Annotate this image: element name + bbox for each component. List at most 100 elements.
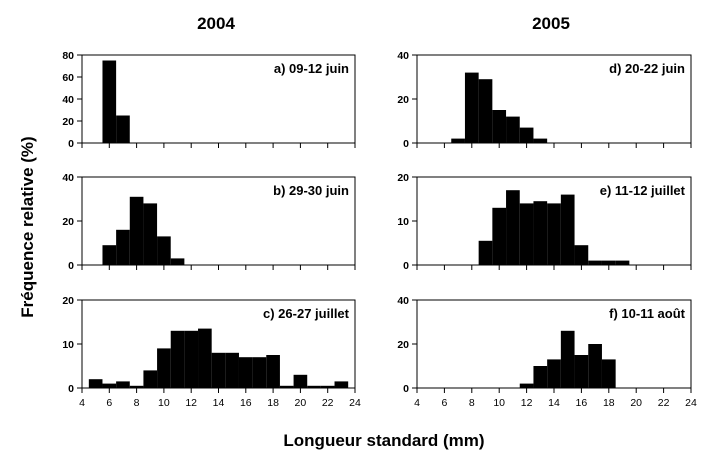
x-tick-label: 20 (295, 397, 307, 409)
histogram-bar (157, 236, 171, 265)
x-tick-label: 8 (134, 397, 140, 409)
y-tick-label: 20 (62, 216, 74, 228)
panel-5: 0 10 20 4 6 8 10 12 14 16 18 20 22 24 c) 26-27 juillet (62, 295, 361, 409)
y-tick-label: 10 (62, 339, 74, 351)
column-title-2004: 2004 (197, 14, 235, 33)
histogram-bar (588, 344, 602, 388)
x-axis-title: Longueur standard (mm) (283, 431, 484, 450)
panel-label: e) 11-12 juillet (600, 183, 686, 198)
y-tick-label: 20 (397, 172, 409, 184)
histogram-bar (320, 385, 335, 388)
histogram-bar (492, 207, 507, 265)
histogram-bar (533, 138, 548, 143)
y-tick-label: 80 (62, 50, 74, 62)
histogram-bar (129, 385, 144, 388)
histogram-bar (225, 352, 239, 388)
histogram-bar (451, 138, 465, 143)
x-tick-label: 24 (685, 397, 697, 409)
x-tick-label: 4 (414, 397, 420, 409)
histogram-bar (252, 357, 267, 388)
histogram-bar (307, 385, 321, 388)
histogram-bar (102, 60, 117, 143)
y-tick-label: 0 (403, 383, 409, 395)
histogram-bar (157, 348, 171, 388)
histogram-bar (170, 330, 185, 388)
x-tick-label: 22 (322, 397, 334, 409)
x-tick-label: 16 (240, 397, 252, 409)
x-tick-label: 10 (158, 397, 170, 409)
x-tick-label: 14 (548, 397, 560, 409)
y-tick-label: 40 (397, 295, 409, 307)
panel-6: 0 20 40 4 6 8 10 12 14 16 18 20 22 24 f) 10-11 août (397, 295, 697, 409)
histogram-bar (198, 328, 212, 388)
histogram-bar (238, 357, 253, 388)
y-tick-label: 0 (403, 260, 409, 272)
column-title-2005: 2005 (532, 14, 570, 33)
histogram-bar (615, 260, 630, 265)
histogram-bar (601, 260, 616, 265)
panel-label: c) 26-27 juillet (263, 306, 350, 321)
y-tick-label: 40 (397, 50, 409, 62)
x-tick-label: 18 (603, 397, 615, 409)
panel-label: d) 20-22 juin (609, 61, 685, 76)
histogram-bar (574, 355, 589, 388)
histogram-bar (574, 245, 589, 265)
panel-label: b) 29-30 juin (273, 183, 349, 198)
histogram-bar (533, 201, 548, 265)
x-tick-label: 18 (267, 397, 279, 409)
histogram-bar (88, 379, 103, 388)
histogram-bar (184, 330, 199, 388)
histogram-bar (116, 115, 130, 143)
x-tick-label: 12 (521, 397, 533, 409)
x-tick-label: 6 (106, 397, 112, 409)
histogram-bar (601, 359, 616, 388)
y-tick-label: 60 (62, 72, 74, 84)
histogram-bar (102, 383, 117, 388)
histogram-bar (170, 258, 185, 265)
panel-3: 0 20 40 b) 29-30 juin (62, 172, 356, 272)
x-tick-label: 10 (493, 397, 505, 409)
x-tick-label: 8 (469, 397, 475, 409)
y-tick-label: 20 (62, 295, 74, 307)
y-axis-title: Fréquence relative (%) (18, 136, 37, 317)
y-tick-label: 20 (397, 339, 409, 351)
y-tick-label: 10 (397, 216, 409, 228)
histogram-bar (560, 330, 575, 388)
histogram-bar (519, 203, 534, 265)
histogram-bar (293, 374, 308, 388)
x-tick-label: 24 (349, 397, 361, 409)
histogram-bar (211, 352, 226, 388)
histogram-bar (492, 110, 507, 143)
histogram-bar (116, 381, 130, 388)
histogram-bar (478, 240, 493, 265)
histogram-bar (506, 116, 520, 143)
histogram-bar (279, 385, 294, 388)
histogram-bar (560, 194, 575, 265)
y-tick-label: 0 (403, 138, 409, 150)
y-tick-label: 40 (62, 94, 74, 106)
histogram-bar (143, 203, 158, 265)
x-tick-label: 4 (79, 397, 85, 409)
histogram-bar (129, 196, 144, 265)
histogram-bar (533, 366, 548, 388)
histogram-bar (547, 359, 561, 388)
panel-1: 0 20 40 60 80 a) 09-12 juin (62, 50, 356, 150)
panel-4: 0 10 20 e) 11-12 juillet (397, 172, 692, 272)
histogram-bar (478, 79, 493, 143)
histogram-bar (266, 355, 280, 388)
histogram-bar (519, 127, 534, 143)
x-tick-label: 20 (630, 397, 642, 409)
panel-label: f) 10-11 août (609, 306, 686, 321)
histogram-bar (102, 245, 117, 265)
histogram-bar (334, 381, 349, 388)
x-tick-label: 14 (213, 397, 225, 409)
x-tick-label: 16 (576, 397, 588, 409)
histogram-bar (116, 229, 130, 265)
histogram-bar (464, 72, 479, 143)
y-tick-label: 0 (68, 383, 74, 395)
x-tick-label: 22 (658, 397, 670, 409)
histogram-bar (143, 370, 158, 388)
panel-2: 0 20 40 d) 20-22 juin (397, 50, 692, 150)
histogram-bar (588, 260, 602, 265)
x-tick-label: 6 (441, 397, 447, 409)
